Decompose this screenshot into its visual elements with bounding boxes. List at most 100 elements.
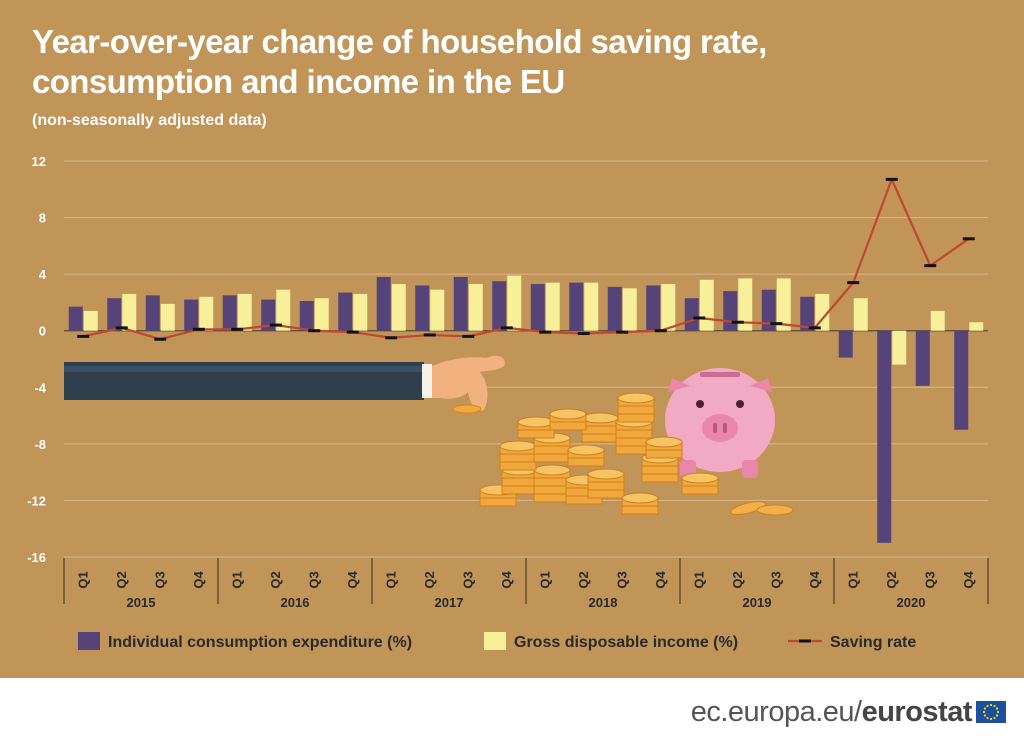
legend-swatch-consumption — [78, 632, 100, 650]
consumption-bar — [107, 298, 122, 331]
coin-top-shape — [533, 464, 571, 476]
flag-star-shape — [986, 716, 989, 720]
coin-shape — [615, 429, 653, 439]
coin-shape — [681, 485, 719, 495]
loose-coin-shape — [729, 500, 767, 516]
coin-top-shape — [549, 408, 587, 420]
coin-shape — [621, 505, 659, 515]
consumption-bar — [299, 301, 314, 331]
chart-title: Year-over-year change of household savin… — [32, 22, 767, 102]
piggy-right-eye-shape — [736, 400, 744, 408]
flag-star-shape — [983, 714, 987, 717]
x-tick-label: Q4 — [499, 571, 514, 589]
income-bar — [160, 303, 175, 331]
chart-panel — [0, 0, 1024, 678]
piggy-nostril-right-shape — [723, 423, 727, 433]
piggy-left-eye-shape — [696, 400, 704, 408]
coin-top-shape — [617, 392, 655, 404]
coin-shape — [517, 429, 555, 439]
saving-rate-line — [83, 178, 970, 341]
y-tick-label: 4 — [39, 267, 47, 282]
income-bar — [83, 310, 98, 331]
piggy-snout-shape — [702, 414, 738, 442]
chart-subtitle: (non-seasonally adjusted data) — [32, 112, 267, 129]
y-tick-label: -16 — [27, 550, 46, 565]
eurostat-brand: ec.europa.eu/eurostat — [690, 696, 973, 729]
coin-top-shape — [499, 440, 537, 452]
income-bar — [122, 293, 137, 331]
coin-top-shape — [645, 436, 683, 448]
income-bar — [391, 284, 406, 331]
coin-shape — [533, 445, 571, 455]
coin-shape — [499, 461, 537, 471]
consumption-bar — [338, 292, 353, 331]
income-bar — [507, 275, 522, 331]
coin-shape — [479, 497, 517, 507]
legend: Individual consumption expenditure (%) Gr… — [78, 632, 916, 651]
income-bar — [738, 278, 753, 331]
consumption-bar — [184, 299, 199, 331]
coin-stacks-illustration — [479, 392, 794, 516]
flag-star-shape — [983, 707, 987, 710]
hand-shape — [432, 355, 505, 411]
x-tick-label: Q2 — [268, 571, 283, 588]
legend-label-income: Gross disposable income (%) — [514, 634, 738, 651]
income-bar — [237, 293, 252, 331]
coin-stack — [617, 392, 655, 423]
coin-shape — [533, 485, 571, 495]
flag-star-shape — [995, 707, 999, 710]
x-tick-label: Q3 — [614, 571, 629, 588]
coin-shape — [645, 449, 683, 459]
year-label: 2015 — [127, 595, 156, 610]
x-tick-label: Q2 — [730, 571, 745, 588]
consumption-bar — [800, 296, 815, 331]
coin-stack — [581, 412, 619, 443]
coin-top-shape — [681, 472, 719, 484]
piggy-right-ear-shape — [750, 378, 772, 392]
coin-top-shape — [587, 468, 625, 480]
coin-shape — [501, 485, 539, 495]
income-bar — [892, 330, 907, 365]
coin-shape — [533, 477, 571, 487]
consumption-bar — [261, 299, 276, 331]
y-tick-label: 12 — [32, 154, 46, 169]
coin-shape — [617, 405, 655, 415]
x-tick-label: Q3 — [152, 571, 167, 588]
consumption-bar — [222, 295, 237, 331]
sleeve-highlight-shape — [64, 366, 424, 372]
title-line-2: consumption and income in the EU — [32, 63, 565, 100]
coin-stack — [549, 408, 587, 431]
consumption-bar — [607, 286, 622, 331]
coin-shape — [587, 481, 625, 491]
x-tick-label: Q4 — [653, 571, 668, 589]
flag-star-shape — [989, 717, 993, 721]
legend-swatch-income — [484, 632, 506, 650]
consumption-bar — [492, 281, 507, 331]
x-tick-label: Q3 — [460, 571, 475, 588]
consumption-bar — [915, 330, 930, 386]
flag-star-shape — [995, 714, 999, 717]
x-tick-label: Q1 — [537, 571, 552, 588]
gridlines — [64, 160, 988, 558]
eu-flag-icon — [976, 701, 1006, 723]
income-bar — [545, 282, 560, 331]
legend-label-saving: Saving rate — [830, 634, 916, 651]
coin-stack — [533, 464, 571, 503]
x-tick-label: Q4 — [345, 571, 360, 589]
coin-shape — [499, 453, 537, 463]
coin-shape — [533, 493, 571, 503]
falling-coin-shape — [452, 404, 482, 414]
year-label: 2020 — [897, 595, 926, 610]
y-tick-label: -4 — [34, 380, 46, 395]
coin-shape — [617, 413, 655, 423]
x-tick-label: Q2 — [884, 571, 899, 588]
income-bar — [353, 293, 368, 331]
income-bar — [661, 284, 676, 331]
flag-star-shape — [982, 710, 986, 714]
income-bar — [622, 288, 637, 331]
brand-url: ec.europa.eu/ — [690, 696, 862, 728]
consumption-bar — [877, 330, 892, 543]
year-label: 2017 — [435, 595, 464, 610]
shirt-cuff-shape — [422, 364, 432, 398]
